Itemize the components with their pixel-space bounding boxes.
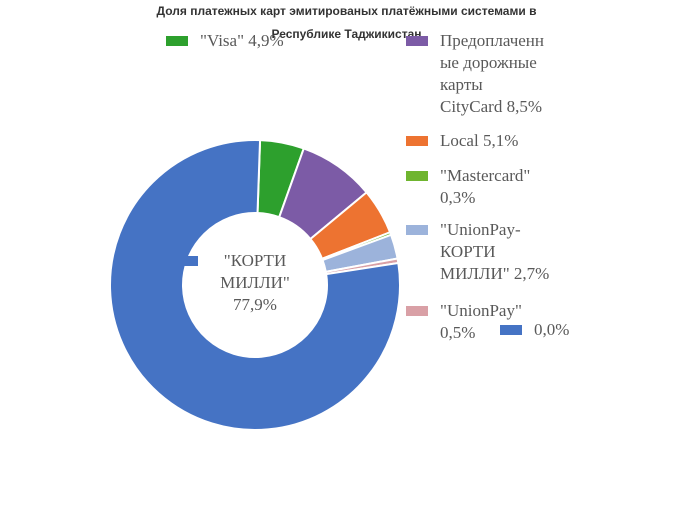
legend-item-citycard: Предоплаченные дорожныекартыCityCard 8,5… [440, 30, 620, 118]
swatch-unionpay_km [406, 225, 428, 235]
swatch-unionpay [406, 306, 428, 316]
label-text-korti_milli: "КОРТИМИЛЛИ"77,9% [220, 251, 290, 314]
swatch-local [406, 136, 428, 146]
chart-title-line1: Доля платежных карт эмитированых платёжн… [157, 4, 537, 18]
label-text-unionpay_km: "UnionPay-КОРТИМИЛЛИ" 2,7% [440, 219, 640, 285]
legend-item-local: Local 5,1% [440, 130, 640, 152]
legend-item-unionpay: "UnionPay"0,5% [440, 300, 640, 344]
legend-item-mastercard: "Mastercard"0,3% [440, 165, 640, 209]
label-text-citycard: Предоплаченные дорожныекартыCityCard 8,5… [440, 30, 620, 118]
legend-item-unionpay_km: "UnionPay-КОРТИМИЛЛИ" 2,7% [440, 219, 640, 285]
swatch-citycard [406, 36, 428, 46]
swatch-visa [166, 36, 188, 46]
label-text-local: Local 5,1% [440, 130, 640, 152]
legend-item-visa: "Visa" 4,9% [200, 30, 400, 52]
swatch-korti_milli [176, 256, 198, 266]
label-text-visa: "Visa" 4,9% [200, 30, 400, 52]
swatch-mastercard [406, 171, 428, 181]
donut-chart: "КОРТИМИЛЛИ"77,9%"Visa" 4,9%Предоплаченн… [0, 60, 693, 523]
label-text-unionpay: "UnionPay"0,5% [440, 300, 640, 344]
center-label-korti_milli: "КОРТИМИЛЛИ"77,9% [200, 250, 310, 316]
chart-page: Доля платежных карт эмитированых платёжн… [0, 0, 693, 523]
label-text-mastercard: "Mastercard"0,3% [440, 165, 640, 209]
